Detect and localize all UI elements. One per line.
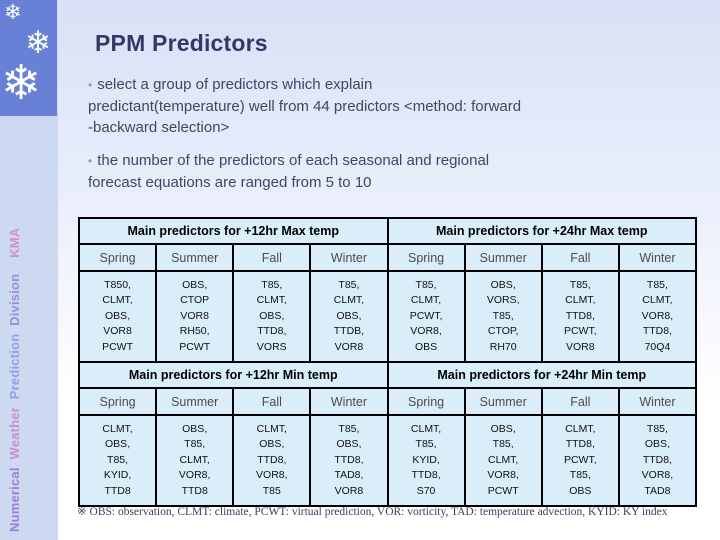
- org-name-part: Weather: [7, 407, 22, 460]
- predictor-cell: T85, OBS, TTD8, TAD8, VOR8: [309, 414, 389, 507]
- bullet-item: • select a group of predictors which expl…: [88, 74, 708, 138]
- season-header: Winter: [309, 243, 389, 272]
- predictor-cell: T85, OBS, TTD8, VOR8, TAD8: [617, 414, 698, 507]
- bullet-icon: •: [88, 78, 93, 92]
- org-name-kma: KMA: [7, 227, 22, 258]
- predictor-cell: T85, CLMT, VOR8, TTD8, 70Q4: [617, 270, 698, 363]
- season-header: Fall: [540, 243, 620, 272]
- predictor-cell: T850, CLMT, OBS, VOR8 PCWT: [77, 270, 158, 363]
- bullet-text: select a group of predictors which expla…: [88, 76, 522, 136]
- season-header: Spring: [386, 387, 466, 416]
- org-name-part: Prediction: [7, 333, 22, 400]
- season-header: Winter: [617, 243, 698, 272]
- predictor-cell: T85, CLMT, OBS, TTD8, VORS: [232, 270, 312, 363]
- snowflake-icon: ❄: [4, 1, 22, 24]
- season-header: Winter: [309, 387, 389, 416]
- predictor-cell: T85, CLMT, PCWT, VOR8, OBS: [386, 270, 466, 363]
- season-header: Spring: [77, 387, 158, 416]
- predictor-cell: T85, CLMT, OBS, TTDB, VOR8: [309, 270, 389, 363]
- org-name-part: Numerical: [7, 467, 22, 532]
- bullet-text: the number of the predictors of each sea…: [88, 152, 490, 191]
- predictor-cell: T85, CLMT, TTD8, PCWT, VOR8: [540, 270, 620, 363]
- season-header: Summer: [463, 243, 543, 272]
- snowflakes-box: ❄ ❄ ❄: [0, 0, 57, 116]
- org-name-part: Division: [7, 273, 22, 326]
- table-group-header: Main predictors for +12hr Min temp: [78, 361, 389, 389]
- season-header: Winter: [617, 387, 698, 416]
- season-header: Spring: [386, 243, 466, 272]
- bullet-item: • the number of the predictors of each se…: [88, 150, 708, 193]
- predictor-cell: CLMT, T85, KYID, TTD8, S70: [386, 414, 466, 507]
- predictors-table: Main predictors for +12hr Max temp Main …: [77, 217, 698, 507]
- season-header: Summer: [463, 387, 543, 416]
- footnote-legend: ※ OBS: observation, CLMT: climate, PCWT:…: [77, 506, 668, 518]
- predictor-cell: OBS, VORS, T85, CTOP, RH70: [463, 270, 543, 363]
- season-header: Summer: [155, 387, 235, 416]
- table-group-header: Main predictors for +12hr Max temp: [78, 217, 389, 245]
- season-header: Summer: [155, 243, 235, 272]
- table-group-header: Main predictors for +24hr Max temp: [386, 217, 697, 245]
- predictor-cell: CLMT, OBS, T85, KYID, TTD8: [77, 414, 158, 507]
- sidebar-vertical-text: Numerical Weather Prediction Division KM…: [7, 220, 22, 532]
- season-header: Fall: [232, 387, 312, 416]
- predictor-cell: OBS, T85, CLMT, VOR8, PCWT: [463, 414, 543, 507]
- snowflake-icon: ❄: [25, 25, 51, 60]
- predictor-cell: OBS, T85, CLMT, VOR8, TTD8: [155, 414, 235, 507]
- page-title: PPM Predictors: [95, 30, 268, 56]
- predictor-cell: CLMT, OBS, TTD8, VOR8, T85: [232, 414, 312, 507]
- predictor-cell: OBS, CTOP VOR8 RH50, PCWT: [155, 270, 235, 363]
- season-header: Fall: [232, 243, 312, 272]
- table-group-header: Main predictors for +24hr Min temp: [386, 361, 697, 389]
- season-header: Spring: [77, 243, 158, 272]
- bullet-icon: •: [88, 154, 93, 168]
- season-header: Fall: [540, 387, 620, 416]
- snowflake-icon: ❄: [1, 57, 42, 110]
- predictor-cell: CLMT, TTD8, PCWT, T85, OBS: [540, 414, 620, 507]
